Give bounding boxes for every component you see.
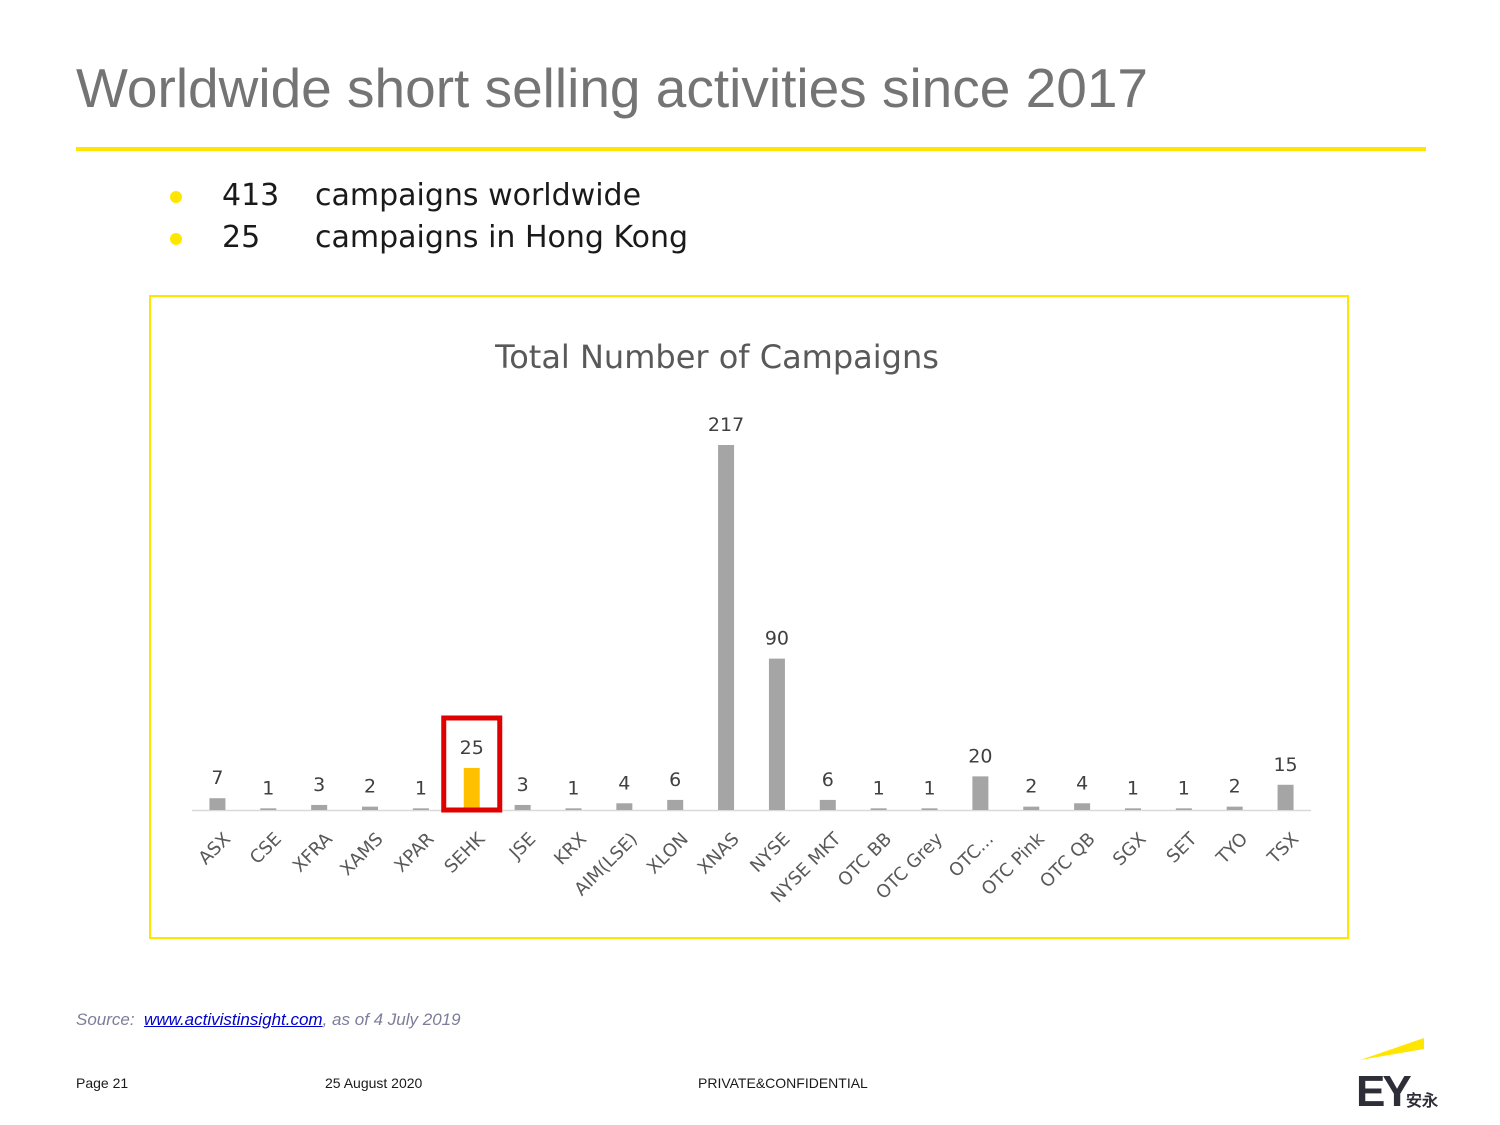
x-tick-label: KRX [550, 829, 591, 870]
x-tick-label: XPAR [390, 829, 438, 877]
campaigns-bar-chart: Total Number of Campaigns 7 ASX 1 CSE 3 XFRA 2 X… [192, 338, 1311, 907]
bar-set [1175, 808, 1192, 810]
x-tick-label: NYSE [746, 829, 794, 877]
x-tick-label: OTC QB [1036, 829, 1100, 893]
bar-xnas [718, 445, 735, 810]
bullet-dot-icon [170, 191, 182, 203]
x-tick-label: CSE [246, 829, 286, 869]
bullet-number: 25 [222, 220, 261, 255]
data-label: 1 [873, 777, 885, 799]
bar-jse [514, 804, 531, 810]
data-label: 90 [765, 628, 789, 650]
source-prefix: Source: [76, 1010, 135, 1029]
x-tick-label: TSX [1263, 829, 1303, 869]
data-label: 3 [517, 774, 529, 796]
page-title: Worldwide short selling activities since… [76, 57, 1148, 119]
bar-otc- [972, 776, 989, 810]
data-label: 7 [211, 767, 223, 789]
bar-cse [260, 808, 277, 810]
ey-logo: EY 安永 [1356, 1038, 1438, 1110]
data-label: 1 [923, 777, 935, 799]
data-label: 217 [708, 414, 744, 436]
bar-xfra [311, 804, 328, 810]
footer-classification: PRIVATE&CONFIDENTIAL [698, 1075, 868, 1091]
source-suffix: , as of 4 July 2019 [322, 1010, 461, 1029]
bar-xlon [667, 799, 684, 810]
data-label: 6 [669, 769, 681, 791]
data-label: 1 [1127, 777, 1139, 799]
data-label: 25 [460, 737, 484, 759]
data-label: 20 [968, 745, 992, 767]
x-tick-label: XNAS [694, 829, 744, 879]
data-label: 6 [822, 769, 834, 791]
chart-frame: Total Number of Campaigns 7 ASX 1 CSE 3 XFRA 2 X… [149, 295, 1349, 939]
x-tick-label: TYO [1212, 829, 1252, 869]
bar-nyse-mkt [819, 799, 836, 810]
bar-xpar [412, 808, 429, 810]
footer-date: 25 August 2020 [325, 1075, 423, 1091]
data-label: 1 [415, 777, 427, 799]
x-tick-label: JSE [505, 829, 540, 864]
bar-sgx [1124, 808, 1141, 810]
bullet-text: campaigns in Hong Kong [315, 220, 689, 255]
bar-otc-pink [1023, 806, 1040, 810]
source-link[interactable]: www.activistinsight.com [144, 1010, 323, 1029]
page-number: Page 21 [76, 1075, 129, 1091]
ey-logo-cn-text: 安永 [1406, 1091, 1438, 1110]
data-label: 1 [1178, 777, 1190, 799]
bar-krx [565, 808, 582, 810]
bar-sehk [463, 767, 480, 810]
x-tick-label: XFRA [289, 828, 337, 876]
bar-aim-lse- [616, 803, 633, 810]
data-label: 15 [1273, 754, 1297, 776]
bar-tsx [1277, 784, 1294, 810]
ey-logo-beam [1360, 1038, 1424, 1060]
x-tick-label: SGX [1109, 829, 1151, 871]
source-note: Source: www.activistinsight.com, as of 4… [76, 1010, 461, 1030]
bar-nyse [768, 658, 785, 810]
x-tick-label: SEHK [440, 828, 490, 878]
data-label: 2 [1025, 776, 1037, 798]
x-tick-label: ASX [195, 829, 235, 869]
bar-xams [362, 806, 379, 810]
x-tick-label: XAMS [336, 829, 387, 880]
title-divider [76, 147, 1426, 151]
chart-title: Total Number of Campaigns [494, 338, 939, 376]
bar-otc-grey [921, 808, 938, 810]
highlight-box [441, 715, 503, 813]
x-tick-label: XLON [643, 829, 693, 879]
data-label: 3 [313, 774, 325, 796]
bar-asx [209, 798, 226, 810]
data-label: 2 [1229, 776, 1241, 798]
bullet-number: 413 [222, 178, 280, 213]
data-label: 4 [618, 772, 630, 794]
x-tick-label: SET [1163, 828, 1202, 867]
bullet-text: campaigns worldwide [315, 178, 642, 213]
data-label: 1 [567, 777, 579, 799]
bar-tyo [1226, 806, 1243, 810]
data-label: 4 [1076, 772, 1088, 794]
bar-otc-qb [1074, 803, 1091, 810]
data-label: 1 [262, 777, 274, 799]
data-label: 2 [364, 776, 376, 798]
bar-otc-bb [870, 808, 887, 810]
bullet-dot-icon [170, 233, 182, 245]
ey-logo-text: EY [1356, 1067, 1411, 1110]
